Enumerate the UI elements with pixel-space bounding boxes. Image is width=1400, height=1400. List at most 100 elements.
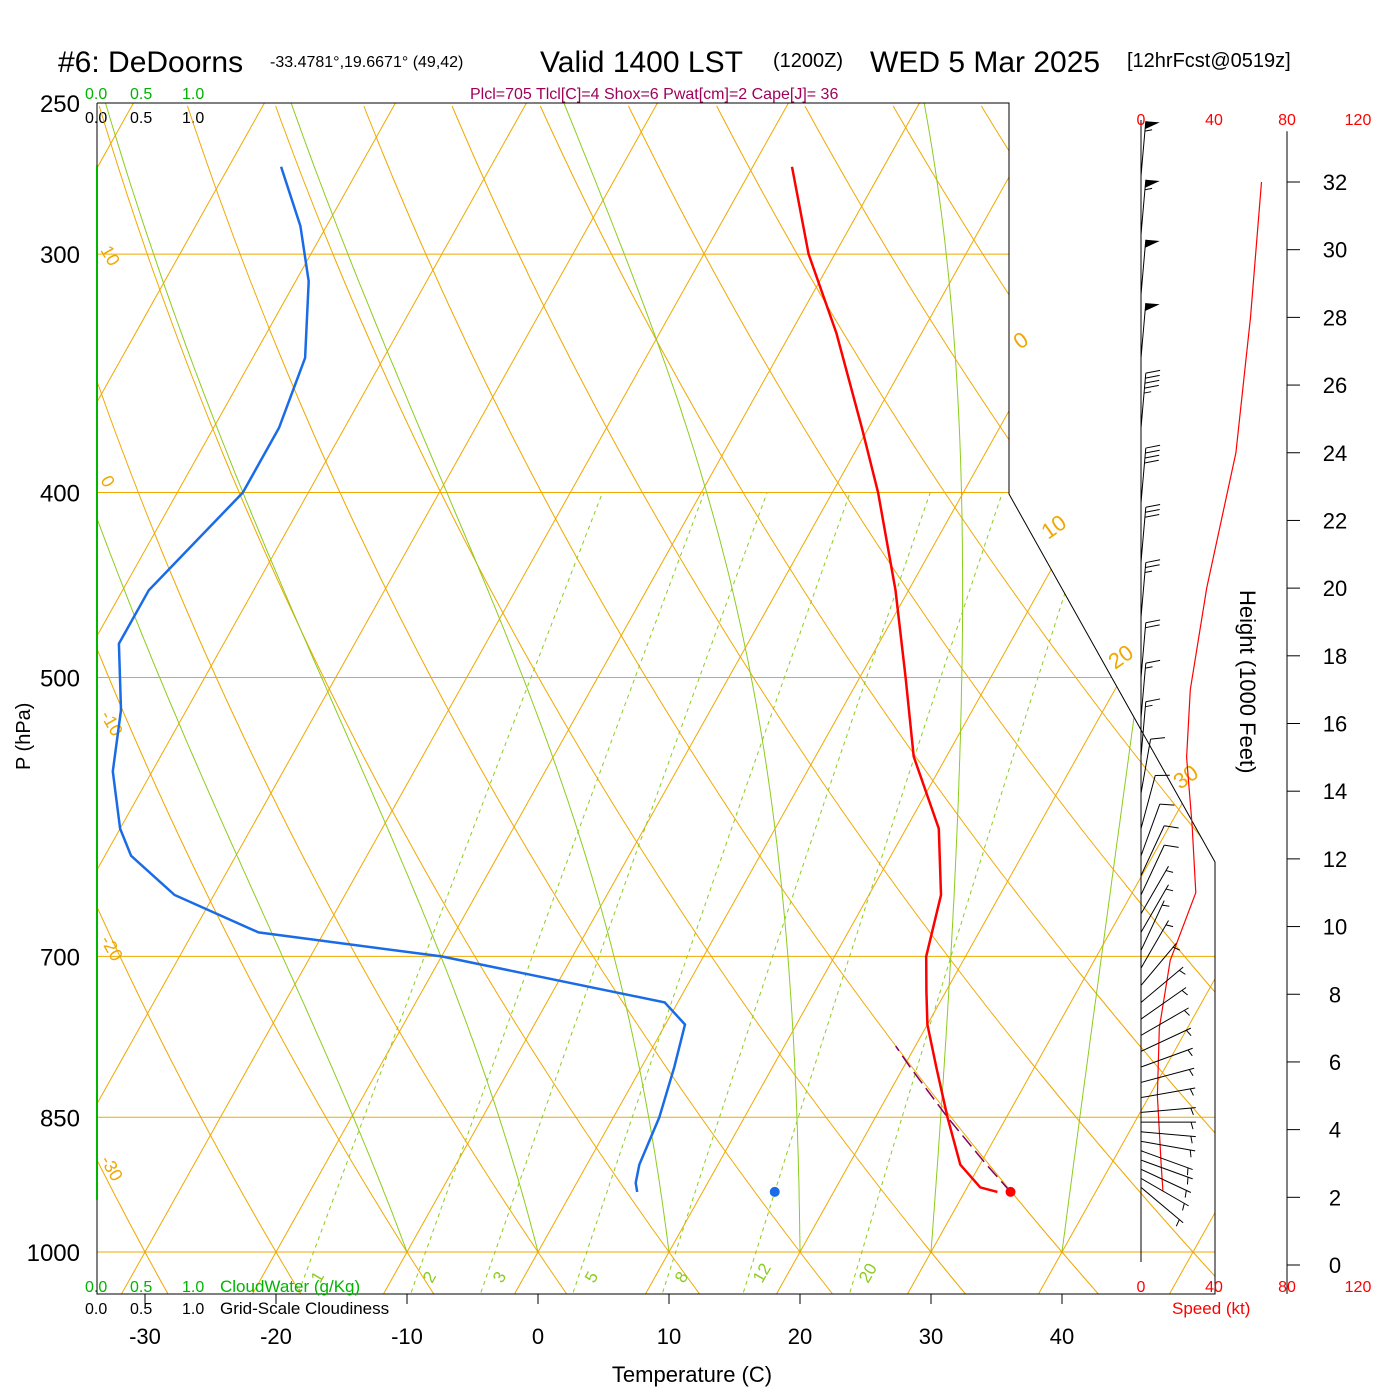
wind-barb [1140,1047,1193,1068]
dry-adiabat-label: 10 [97,242,124,269]
wind-barb-shaft [1140,1007,1189,1036]
wind-barb-half [1184,1190,1187,1198]
y-tick-label: 1000 [27,1240,80,1267]
wind-barb-half [1175,1219,1180,1227]
y-tick-label: 700 [40,944,80,971]
wind-barb-shaft [1140,987,1187,1020]
cloudwater-scale-top: 0.5 [130,86,152,103]
wind-barb-shaft [1140,966,1184,1003]
wind-barb-feather [1145,374,1160,379]
wind-barb [1140,559,1161,618]
dry-adiabat [97,105,169,1294]
x-tick-label: -10 [391,1324,423,1349]
wind-barb-shaft [1140,825,1165,876]
wind-barb-feather [1145,559,1161,564]
wind-barb-half [1143,391,1152,394]
wind-barb-feather [1145,504,1161,508]
isotherm-line [1300,103,1400,1294]
wind-barb-feather [1145,444,1161,449]
speed-scale-bottom: 0 [1137,1279,1146,1296]
speed-label: Speed (kt) [1172,1299,1250,1318]
wind-barb-half [1183,1010,1190,1016]
forecast-info: [12hrFcst@0519z] [1127,50,1291,72]
speed-scale-bottom: 40 [1205,1279,1223,1296]
wind-barb-feather [1144,379,1160,384]
moist-adiabat-label: 10 [1037,510,1071,545]
moist-adiabat [97,103,408,1253]
wind-barb-feather [1144,459,1159,464]
wind-barb-half [1189,1088,1194,1096]
dry-adiabat [97,105,568,1294]
cloudiness-scale-bottom: 1.0 [182,1301,204,1318]
wind-barb-shaft [1140,775,1156,829]
wind-barb-half [1144,129,1153,132]
cloud-scales: 0.0 0.5 1.0 0.0 0.5 1.0 0.0 0.5 1.0 0.0 0.5 1.0 [85,86,204,1318]
wind-barb [1140,803,1175,856]
moist-adiabat [549,103,801,1252]
isotherm-line [776,103,1215,1294]
wind-speed-curve [1156,181,1263,1191]
moist-adiabat-label: 20 [1104,640,1138,675]
wind-barb [1141,1121,1196,1130]
dry-adiabat [804,105,1215,1294]
x-tick-label: -30 [129,1324,161,1349]
isotherm-line [97,103,527,1294]
wind-barb-half [1144,570,1153,574]
wind-barb-shaft [1140,803,1161,856]
x-tick-label: 0 [532,1324,544,1349]
wind-barb-half [1186,1167,1189,1176]
wind-barb-shaft [1140,701,1147,757]
zulu-time: (1200Z) [773,50,843,72]
wind-barb-feather [1144,454,1160,459]
wind-barb-flag [1145,121,1160,130]
dry-adiabat [1069,105,1215,1294]
wind-barb-shaft [1140,1067,1195,1083]
wind-barb [1140,774,1170,829]
wind-barb-feather [1150,737,1166,740]
wind-barb-feather [1145,509,1160,513]
wind-barb-feather [1164,825,1179,829]
cloudiness-scale-bottom: 0.5 [130,1301,152,1318]
wind-barb [1140,698,1161,757]
wind-barb-shaft [1140,1159,1193,1180]
dry-adiabat-label: -30 [97,1152,127,1185]
dry-adiabat [892,105,1215,1294]
wind-barb-feather [1145,698,1161,703]
height-tick-label: 12 [1323,847,1347,872]
wind-barb-shaft [1140,663,1147,718]
wind-barb [1140,1131,1196,1144]
wind-barb [1140,920,1174,969]
wind-barb-half [1187,1049,1193,1057]
wind-barb-shaft [1140,884,1169,933]
moist-adiabat [97,103,539,1253]
y-tick-label: 250 [40,91,80,118]
wind-barb-shaft [1140,1187,1184,1224]
wind-barb-half [1190,1122,1194,1130]
wind-barb [1140,900,1170,951]
valid-time: Valid 1400 LST [540,46,743,79]
dry-adiabat [0,106,35,1294]
dry-adiabat [98,105,701,1294]
wind-barb-shaft [1140,943,1177,986]
dry-adiabat [1157,105,1215,1294]
mixing-ratio-line [298,492,603,1293]
wind-barb-shaft [1140,920,1169,969]
moist-adiabat [278,103,670,1253]
isotherm-line [383,103,1051,1294]
wind-barb [1140,1140,1196,1158]
y-axis-title: P (hPa) [13,703,35,770]
wind-barb-feather [1145,659,1161,664]
cloudiness-scale-top: 0.0 [85,110,107,127]
surface-dewpoint-dot [769,1186,780,1197]
height-tick-label: 24 [1323,441,1347,466]
wind-barb-half [1172,946,1180,951]
wind-barb-half [1190,1136,1193,1144]
wind-barb-shaft [1140,373,1147,428]
height-tick-label: 22 [1323,508,1347,533]
cloudwater-scale-bottom: 0.0 [85,1279,107,1296]
wind-barb-shaft [1140,739,1152,794]
wind-barb-half [1165,870,1174,873]
wind-barb-shaft [1140,179,1147,235]
dry-adiabat [451,105,1215,1294]
